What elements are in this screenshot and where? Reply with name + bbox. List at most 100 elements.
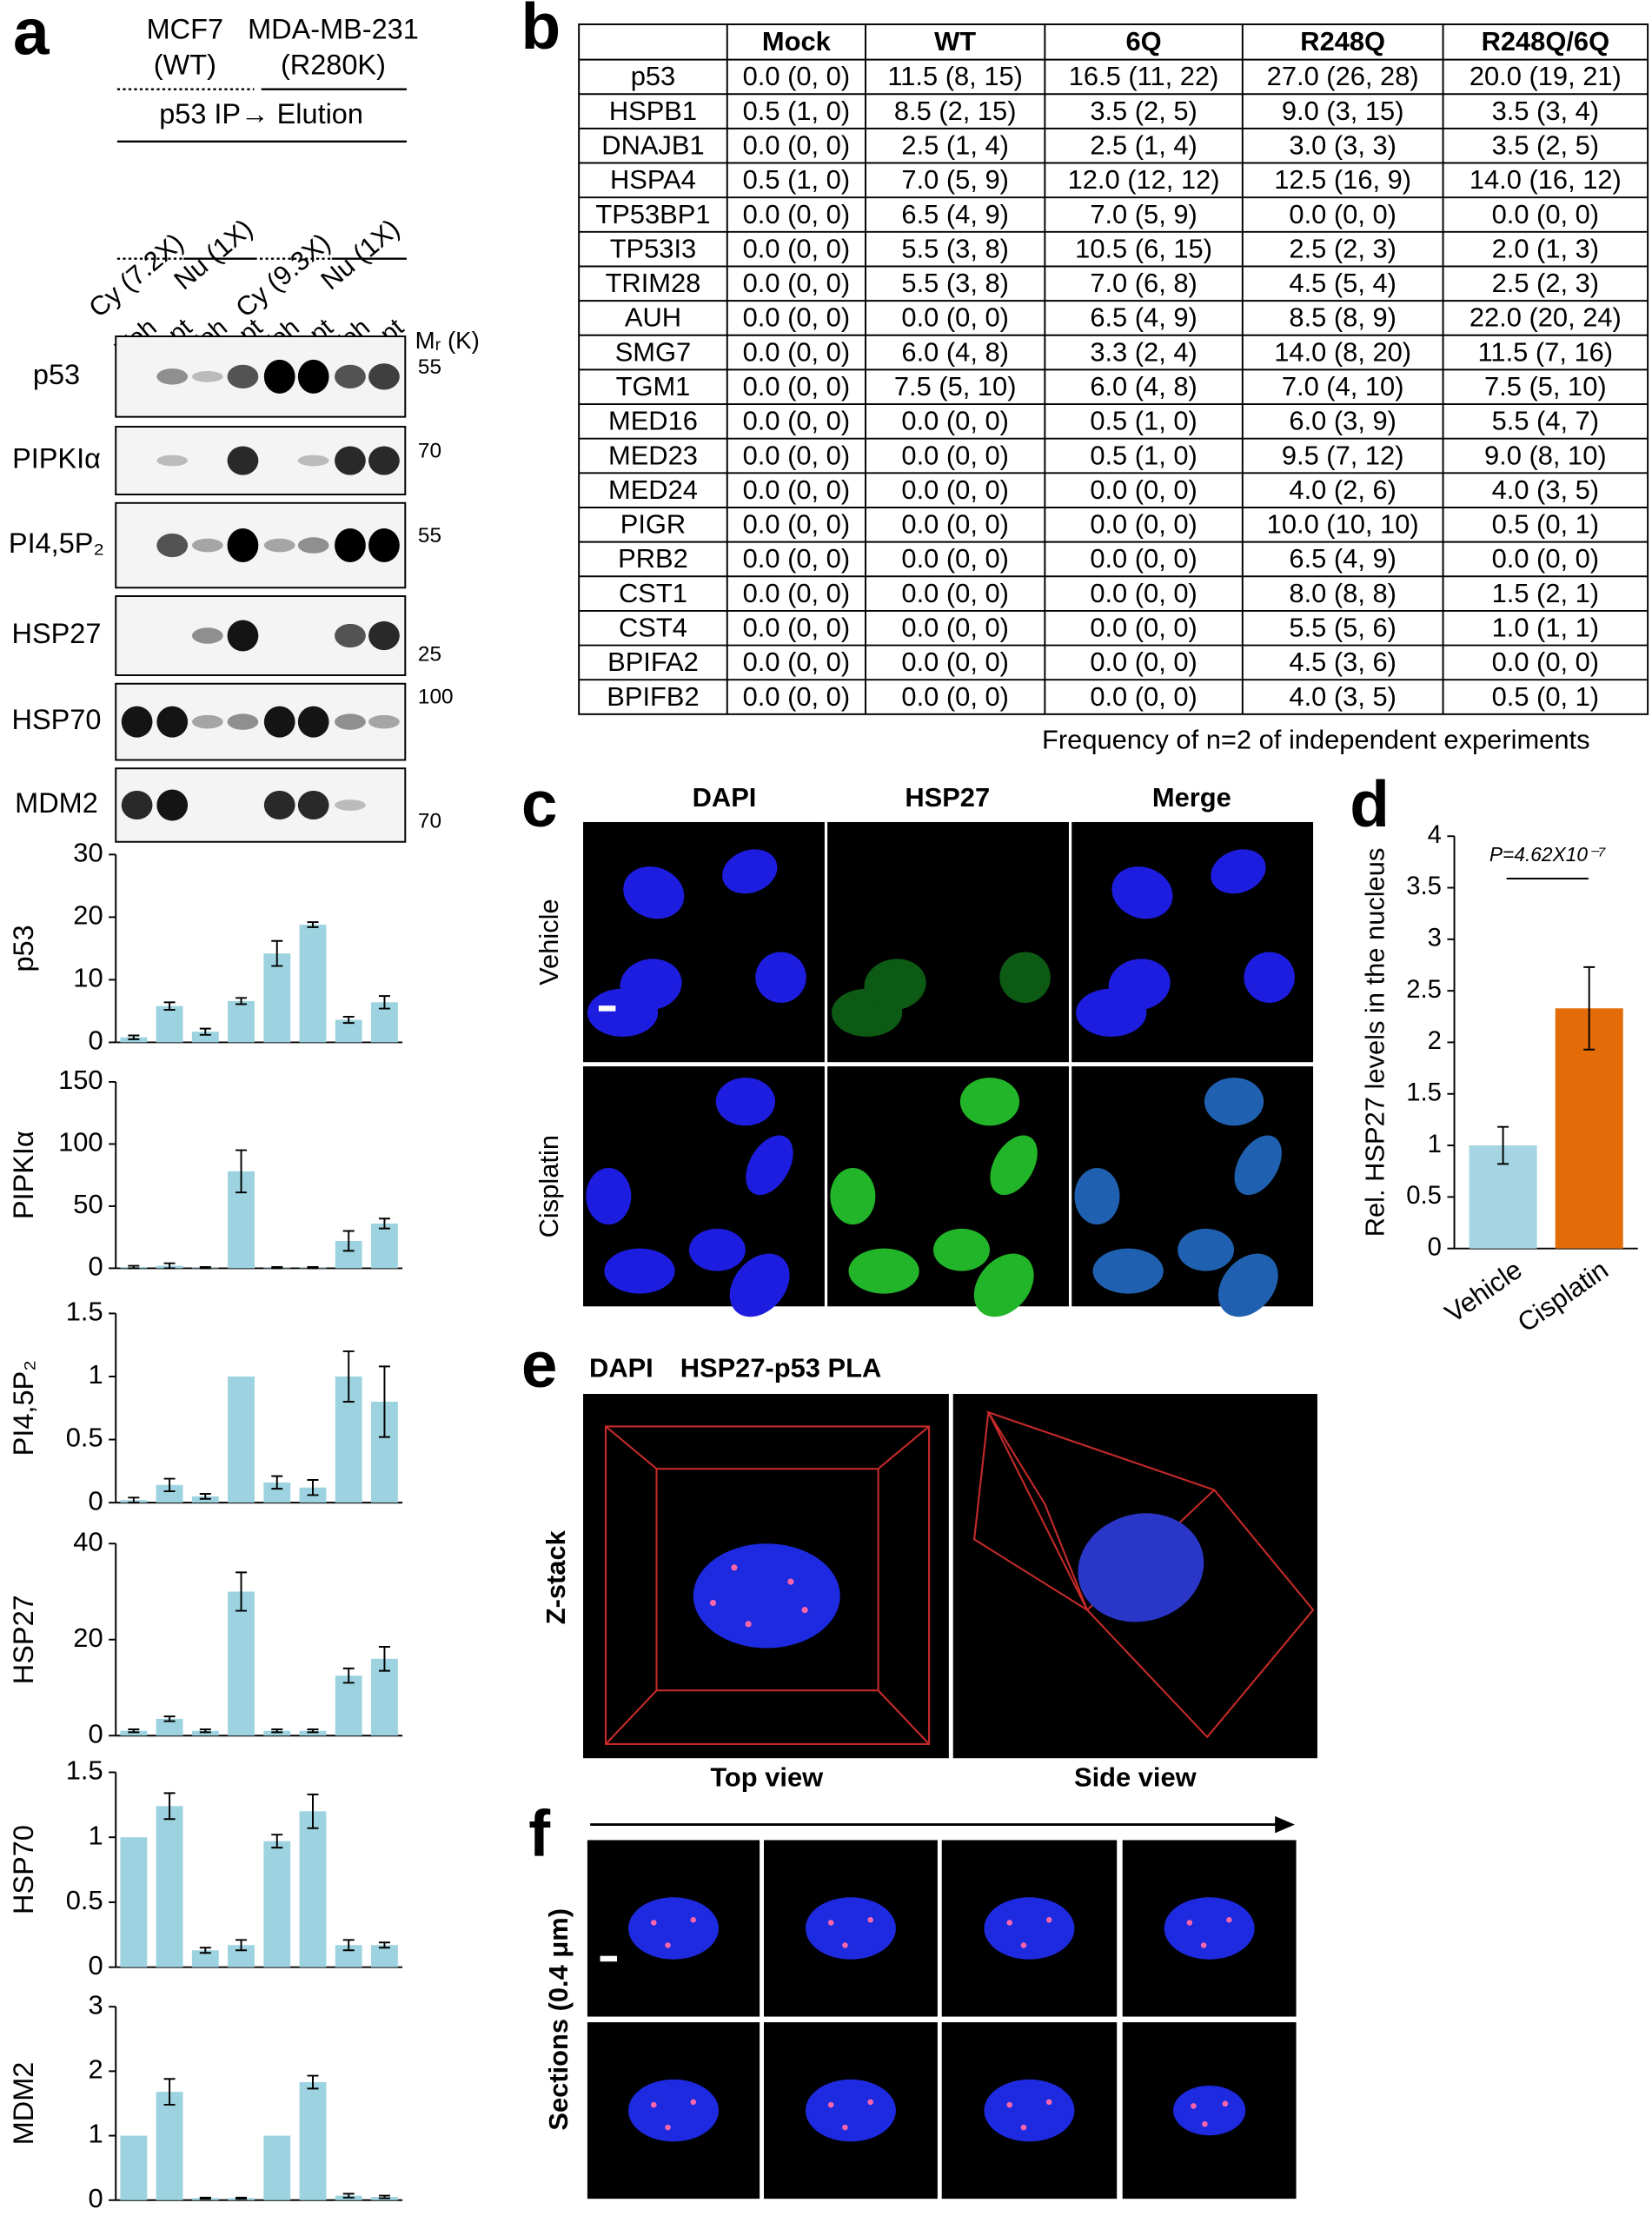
nucleus [984, 2079, 1075, 2142]
table-cell: 0.0 (0, 0) [901, 474, 1009, 505]
pla-dot [690, 2099, 697, 2106]
table-cell: 5.5 (3, 8) [901, 233, 1009, 263]
panel-label: d [1350, 767, 1390, 840]
y-tick-label: 100 [58, 1127, 103, 1158]
bar [263, 2135, 291, 2200]
error-bar [163, 1262, 176, 1270]
y-tick-label: 1 [88, 2119, 103, 2149]
y-axis-label: HSP27 [8, 1595, 39, 1684]
blot-label: p53 [33, 359, 80, 390]
mr-marker: 100 [418, 685, 454, 708]
error-bar [342, 1667, 355, 1684]
table-cell: 0.0 (0, 0) [901, 302, 1009, 333]
nucleus [999, 952, 1051, 1003]
table-cell: 7.0 (5, 9) [901, 164, 1009, 195]
table-cell: 2.5 (2, 3) [1492, 268, 1600, 298]
error-bar [271, 939, 283, 967]
nucleus [1078, 1513, 1204, 1622]
table-cell: 0.0 (0, 0) [1090, 681, 1198, 712]
bar [299, 925, 327, 1043]
nucleus [715, 1078, 776, 1126]
table-cell: 0.0 (0, 0) [743, 578, 851, 608]
table-cell: 0.5 (0, 1) [1492, 681, 1600, 712]
y-tick-label: 50 [73, 1189, 103, 1219]
panel-label: b [521, 0, 561, 63]
y-tick-label: 40 [73, 1526, 103, 1556]
table-cell: 0.0 (0, 0) [1289, 199, 1397, 229]
x-tick-label: Cisplatin [1512, 1254, 1614, 1338]
blot-band [263, 706, 295, 738]
error-bar [271, 1834, 283, 1849]
bar [228, 1000, 255, 1043]
table-cell: 0.0 (0, 0) [901, 613, 1009, 643]
y-axis-label: Rel. HSP27 levels in the nucleus [1359, 848, 1390, 1237]
table-cell: 0.0 (0, 0) [743, 406, 851, 436]
error-bar [163, 1715, 176, 1722]
error-bar [378, 1941, 390, 1949]
bar [263, 1730, 291, 1736]
table-cell: 9.0 (3, 15) [1282, 96, 1404, 126]
table-row-name: TP53BP1 [595, 199, 710, 229]
table-cell: 10.0 (10, 10) [1267, 509, 1419, 540]
table-cell: 0.5 (1, 0) [1090, 406, 1198, 436]
error-bar [307, 1266, 319, 1270]
y-tick-label: 3.5 [1406, 872, 1442, 900]
table-cell: 0.0 (0, 0) [743, 371, 851, 401]
blot-label: PIPKIα [12, 443, 101, 474]
y-tick-label: 0.5 [1406, 1182, 1442, 1210]
bar [299, 2081, 327, 2200]
pla-dot [731, 1564, 738, 1571]
table-cell: 27.0 (26, 28) [1267, 61, 1419, 91]
pla-dot [651, 2101, 657, 2108]
table-cell: 4.0 (2, 6) [1289, 474, 1397, 505]
blot-band [335, 713, 366, 730]
error-bar [236, 2196, 248, 2200]
table-cell: 16.5 (11, 22) [1069, 61, 1219, 91]
table-row-name: p53 [631, 61, 676, 91]
y-tick-label: 0 [88, 2183, 103, 2213]
table-cell: 2.5 (1, 4) [901, 129, 1009, 160]
pla-dot [787, 1578, 794, 1585]
pla-dot [1045, 1917, 1052, 1923]
nucleus [984, 1897, 1075, 1960]
nucleus [1111, 866, 1173, 919]
table-cell: 6.0 (4, 8) [901, 336, 1009, 367]
error-bar [236, 997, 248, 1005]
table-cell: 2.5 (2, 3) [1289, 233, 1397, 263]
table-cell: 4.0 (3, 5) [1492, 474, 1600, 505]
bar [156, 1484, 183, 1503]
error-bar [1583, 965, 1596, 1051]
bar [120, 1730, 148, 1736]
y-tick-label: 0 [1428, 1233, 1442, 1261]
nucleus [729, 1253, 790, 1317]
error-bar [128, 1496, 140, 1504]
error-bar [199, 1728, 211, 1734]
pla-dot [827, 1920, 834, 1926]
nucleus [604, 1248, 675, 1294]
blot-band [263, 538, 295, 553]
bar [156, 2092, 183, 2200]
table-cell: 7.0 (6, 8) [1090, 268, 1198, 298]
table-row-name: TP53I3 [610, 233, 697, 263]
pla-dot [1202, 2120, 1208, 2127]
pla-dot [1045, 2099, 1052, 2106]
bar [120, 2135, 148, 2200]
bar [263, 1482, 291, 1503]
table-cell: 0.0 (0, 0) [743, 199, 851, 229]
error-bar [199, 1947, 211, 1954]
y-axis-label: HSP70 [8, 1825, 39, 1914]
mr-marker: 70 [418, 809, 441, 833]
blot-band [156, 789, 189, 821]
y-tick-label: 1.5 [66, 1755, 103, 1786]
y-axis-label: PIPKIα [8, 1131, 39, 1219]
table-cell: 22.0 (20, 24) [1470, 302, 1622, 333]
table-cell: 0.0 (0, 0) [901, 681, 1009, 712]
table-cell: 4.5 (5, 4) [1289, 268, 1397, 298]
cell-line: MDA-MB-231 [248, 14, 419, 45]
blot-label: PI4,5P₂ [9, 527, 104, 559]
y-axis-label: p53 [8, 925, 39, 972]
table-row-name: CST4 [619, 613, 687, 643]
error-bar [163, 1477, 176, 1493]
table-cell: 6.5 (4, 9) [1289, 543, 1397, 574]
